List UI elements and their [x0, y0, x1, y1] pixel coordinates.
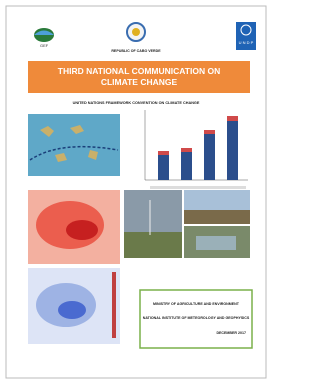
heatmap-image [28, 190, 120, 264]
subtitle: UNITED NATIONS FRAMEWORK CONVENTION ON C… [73, 101, 200, 105]
title-line: CLIMATE CHANGE [101, 77, 178, 87]
country: REPUBLIC OF CABO VERDE [111, 49, 161, 53]
undp-logo: U N D P [236, 22, 256, 50]
temperature-map [28, 268, 120, 344]
institute: NATIONAL INSTITUTE OF METEOROLOGY AND GE… [143, 316, 250, 320]
emblem [127, 23, 145, 41]
gef-label: GEF [40, 43, 49, 48]
cover: GEF REPUBLIC OF CABO VERDE U N D P THIRD… [0, 0, 272, 384]
date: DECEMBER 2017 [216, 331, 246, 335]
map-image [28, 114, 120, 176]
ministry: MINISTRY OF AGRICULTURE AND ENVIRONMENT [153, 302, 240, 306]
photos [124, 190, 250, 258]
title-line: THIRD NATIONAL COMMUNICATION ON [58, 66, 220, 76]
undp-label: U N D P [239, 40, 254, 45]
